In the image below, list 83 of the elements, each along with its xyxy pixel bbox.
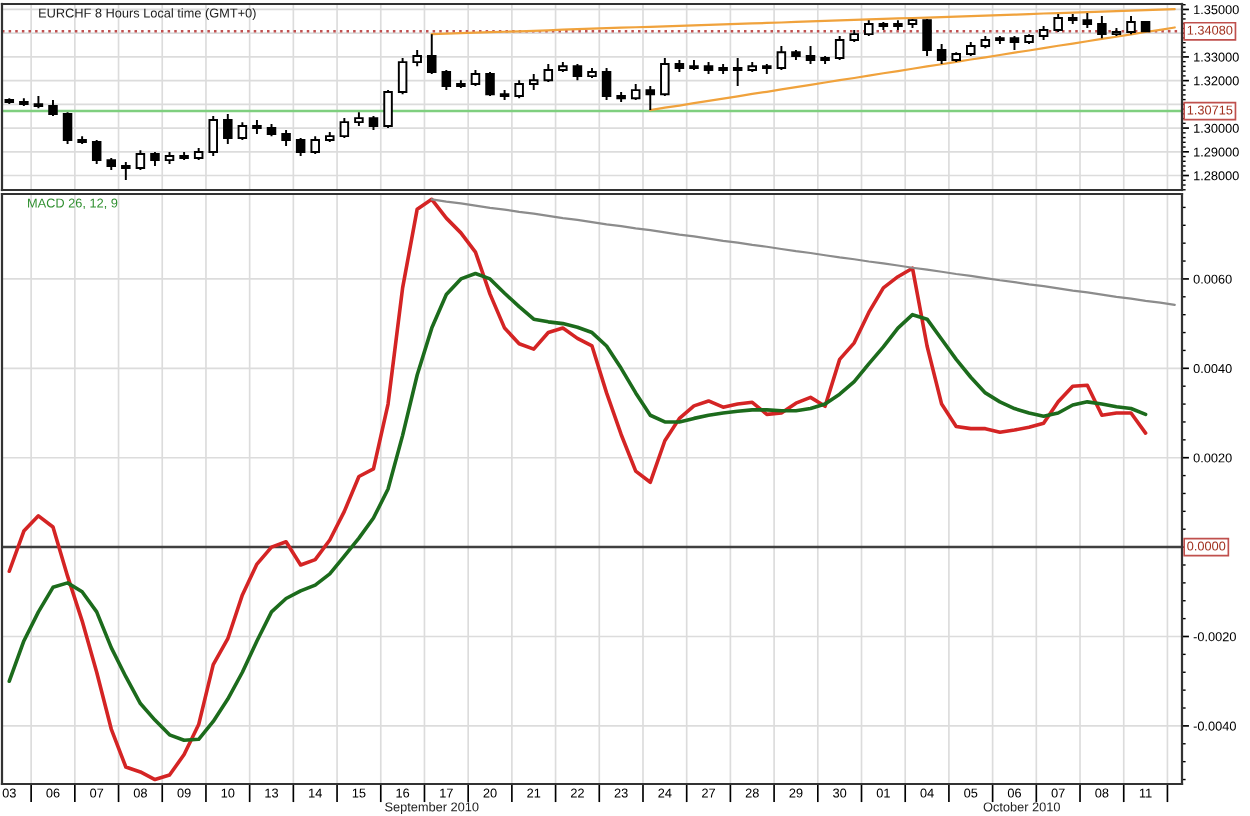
candlestick — [995, 35, 1005, 46]
candlestick — [4, 97, 15, 106]
candlestick — [616, 91, 626, 103]
candlestick — [820, 54, 830, 65]
candlestick — [237, 121, 248, 141]
candlestick — [776, 45, 787, 71]
candlestick — [150, 151, 160, 168]
candlestick — [397, 57, 408, 96]
candlestick — [499, 89, 510, 102]
candlestick — [339, 117, 350, 140]
candlestick — [208, 115, 218, 158]
candlestick — [849, 29, 859, 43]
candlestick — [747, 61, 757, 74]
candlestick — [106, 157, 117, 172]
candlestick — [383, 89, 393, 130]
candlestick — [791, 49, 801, 61]
line-series — [649, 26, 1176, 112]
candlestick — [485, 71, 495, 98]
candlestick — [19, 97, 29, 107]
candlestick — [1111, 26, 1122, 37]
candlestick — [1053, 12, 1063, 33]
candlestick — [936, 43, 947, 65]
candlestick — [543, 63, 554, 84]
candlestick — [77, 135, 87, 145]
candlestick — [718, 63, 728, 75]
candlestick — [1097, 15, 1107, 40]
candlestick — [412, 49, 422, 68]
candlestick — [951, 51, 961, 63]
candlestick — [135, 149, 146, 172]
candlestick — [33, 95, 44, 110]
candlestick — [1024, 33, 1034, 46]
candlestick — [1140, 21, 1151, 33]
candlestick — [441, 68, 452, 92]
candlestick — [121, 161, 131, 182]
candlestick — [193, 147, 204, 162]
candlestick — [645, 85, 656, 112]
candlestick — [310, 135, 320, 155]
candlestick — [703, 61, 714, 75]
candlestick — [660, 57, 670, 98]
candlestick — [732, 57, 743, 88]
candlestick — [674, 59, 685, 74]
candlestick — [252, 119, 262, 135]
candlestick — [48, 99, 58, 117]
candlestick — [281, 129, 291, 148]
candlestick — [893, 19, 903, 32]
candlestick — [601, 67, 612, 102]
candlestick — [878, 21, 889, 32]
candlestick — [528, 73, 539, 92]
candlestick — [325, 131, 335, 144]
candlestick — [980, 35, 991, 50]
candlestick — [864, 19, 874, 37]
candlestick — [1038, 25, 1049, 42]
candlestick — [587, 67, 597, 79]
candlestick — [1126, 15, 1136, 36]
candlestick — [966, 40, 976, 57]
candlestick — [907, 17, 918, 29]
candlestick — [266, 123, 277, 138]
candlestick — [354, 111, 364, 127]
candlestick — [295, 137, 306, 158]
candlestick — [922, 17, 932, 57]
candlestick — [689, 59, 699, 71]
candlestick — [834, 35, 845, 61]
candlestick — [62, 111, 73, 145]
candlestick — [1009, 35, 1020, 51]
candlestick — [164, 151, 175, 165]
candlestick — [1082, 12, 1093, 29]
candlestick — [368, 115, 379, 131]
candlestick — [558, 61, 568, 74]
line-series — [7, 271, 1148, 743]
candlestick — [630, 82, 641, 102]
candlestick — [91, 138, 102, 165]
candlestick — [572, 63, 583, 82]
candlestick — [223, 113, 233, 145]
candlestick — [427, 33, 437, 75]
candlestick — [1067, 12, 1078, 25]
candlestick — [456, 79, 466, 89]
line-series — [430, 198, 1176, 306]
candlestick — [762, 63, 772, 75]
candlestick — [805, 45, 816, 65]
candlestick — [470, 68, 481, 88]
line-series — [430, 8, 1176, 36]
candlestick — [179, 151, 189, 162]
candlestick — [514, 79, 524, 100]
